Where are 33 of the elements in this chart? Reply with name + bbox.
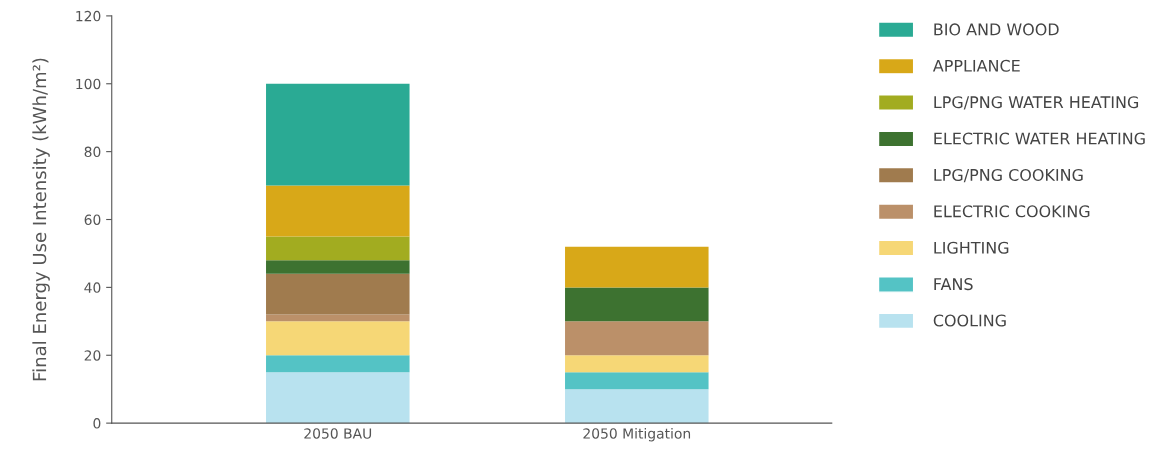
legend-label: ELECTRIC WATER HEATING <box>934 132 1145 145</box>
y-tick-label: 20 <box>84 350 101 361</box>
bar <box>266 273 410 315</box>
bar <box>565 321 709 356</box>
y-axis-title: Final Energy Use Intensity (kWh/m²) <box>32 58 50 381</box>
bar <box>266 355 410 373</box>
y-tick-label: 120 <box>76 10 101 22</box>
bar <box>266 185 410 237</box>
bar <box>266 236 410 261</box>
bar <box>565 355 709 373</box>
x-tick-label: 2050 Mitigation <box>583 427 691 442</box>
bar <box>565 372 709 390</box>
y-tick-label: 80 <box>84 146 101 158</box>
legend-label: LPG/PNG COOKING <box>934 168 1083 183</box>
legend-label: FANS <box>934 278 973 291</box>
x-tick-label: 2050 BAU <box>304 428 372 439</box>
y-tick-label: 0 <box>93 418 101 429</box>
legend-label: APPLIANCE <box>932 59 1020 72</box>
legend-label: LIGHTING <box>934 241 1009 254</box>
y-tick-label: 60 <box>84 214 101 225</box>
bar <box>565 389 709 424</box>
legend-label: COOLING <box>933 314 1006 327</box>
bar <box>565 246 709 288</box>
y-tick-label: 100 <box>76 78 101 90</box>
bar <box>266 372 410 424</box>
bar <box>266 321 410 356</box>
legend-label: LPG/PNG WATER HEATING <box>934 96 1139 110</box>
legend-label: BIO AND WOOD <box>934 23 1059 36</box>
bar <box>565 287 709 322</box>
y-tick-label: 40 <box>84 282 101 293</box>
bar <box>266 260 410 274</box>
legend-label: ELECTRIC COOKING <box>934 205 1090 218</box>
bar <box>266 83 410 186</box>
